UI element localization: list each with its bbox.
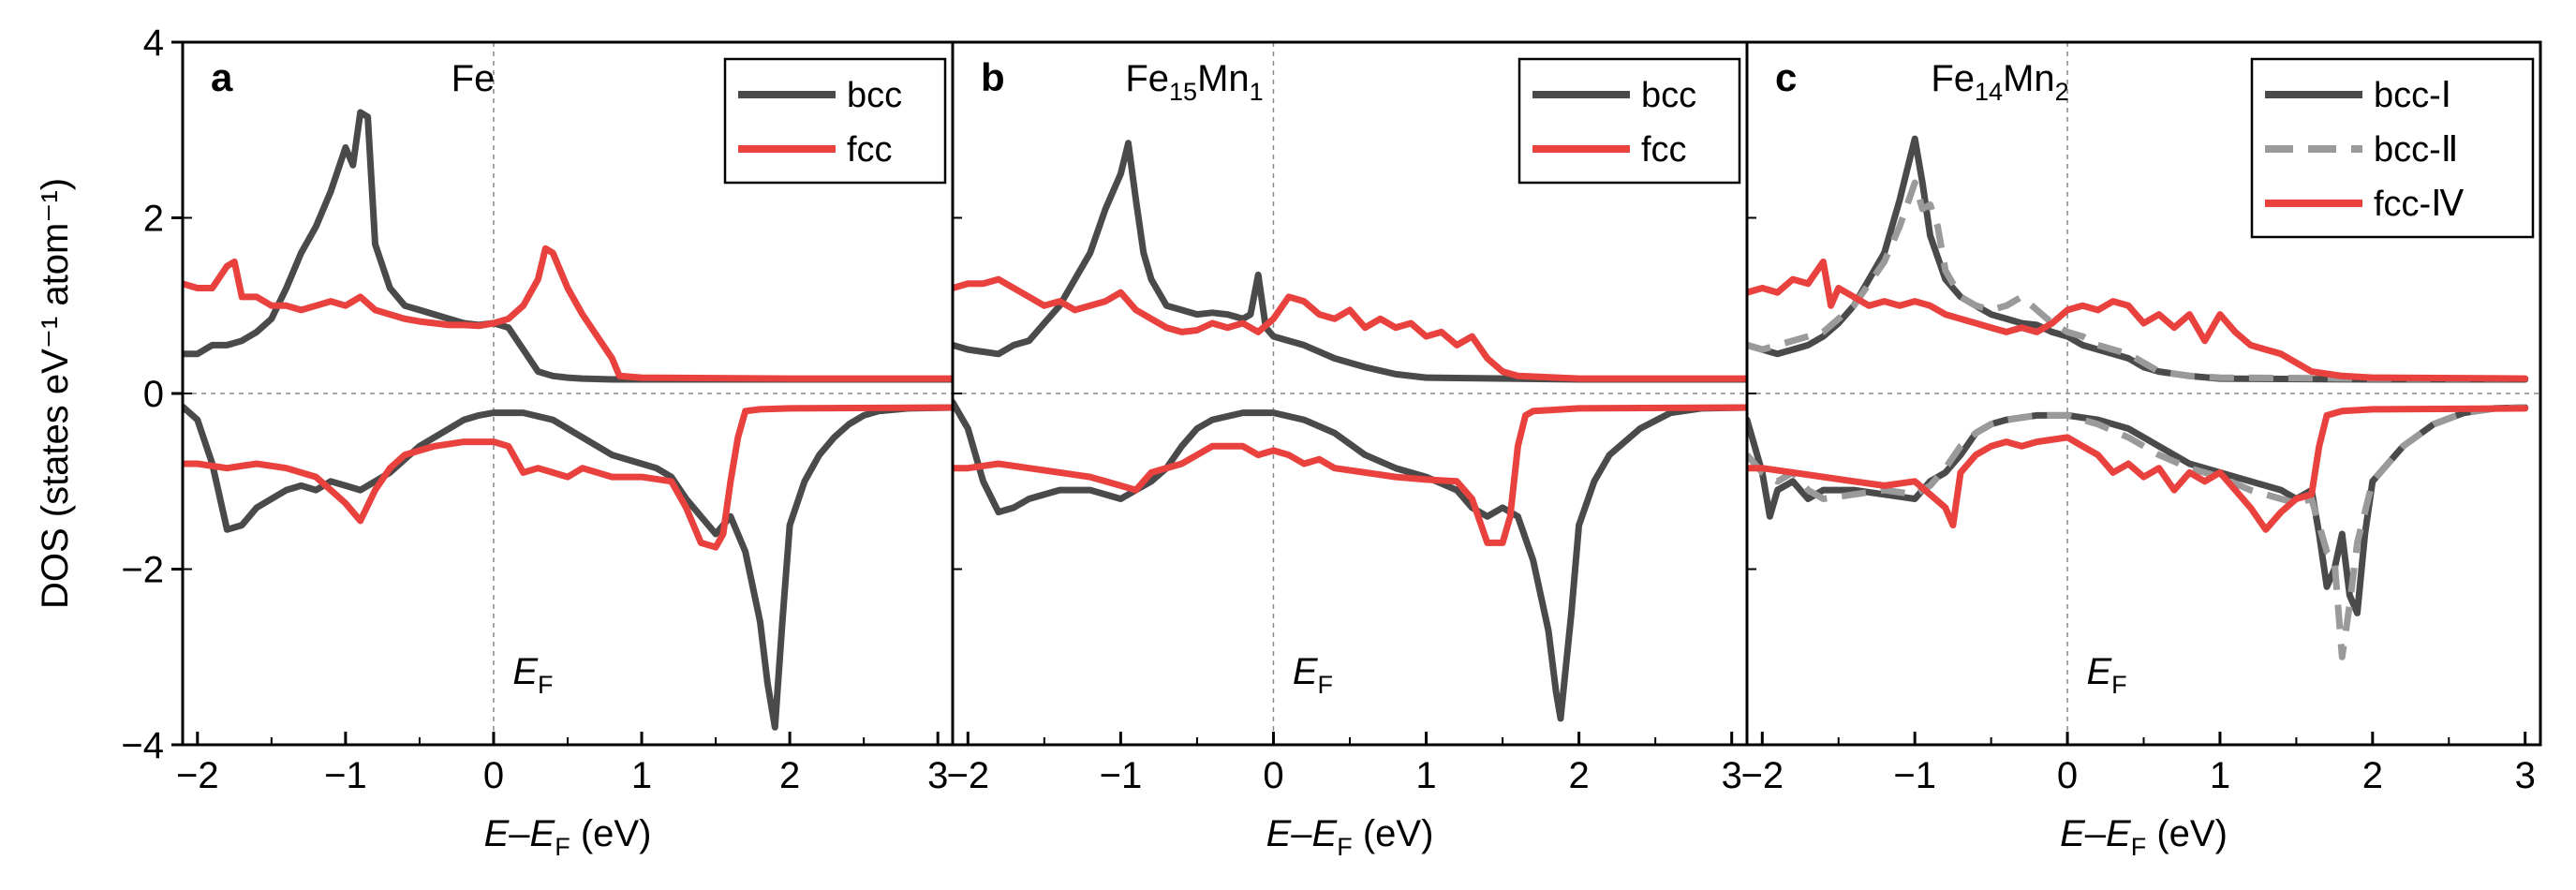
panel-letter: a [211, 55, 233, 99]
legend-box [1517, 57, 1741, 185]
series-line-fcc-down [953, 404, 1747, 546]
x-tick-label: 2 [1568, 755, 1589, 796]
series-line-bcc-down [183, 403, 953, 731]
x-tick-label: 0 [2057, 755, 2078, 796]
x-tick-label: −2 [947, 755, 990, 796]
series-line-fcc-down [183, 404, 953, 551]
series-line-bcc-up [953, 140, 1747, 383]
x-tick-label: 3 [927, 755, 948, 796]
x-tick-label: 2 [779, 755, 800, 796]
panel-b: −2 −1 0 1 2 3 E–EF (eV) b Fe15Mn1 EF bcc fcc [947, 40, 1749, 861]
x-tick-label: −1 [1893, 755, 1936, 796]
series-group [1747, 135, 2529, 660]
panel-a: −2 −1 0 1 2 3 E–EF (eV) a Fe EF bcc fcc [176, 40, 955, 861]
y-tick-label: −2 [121, 550, 164, 591]
legend-box [723, 57, 947, 185]
series-line-fcc-up [183, 245, 953, 382]
series-line-fcc-Ⅳ-up [1747, 258, 2529, 382]
x-tick-label: 0 [1263, 755, 1283, 796]
legend-label: bcc-Ⅱ [2374, 130, 2459, 170]
panel-title: Fe15Mn1 [1125, 58, 1263, 106]
fermi-level-label: EF [1293, 651, 1333, 699]
x-tick-label: −1 [1100, 755, 1143, 796]
legend: bcc fcc [1517, 57, 1741, 185]
legend-label: fcc-Ⅳ [2374, 185, 2464, 224]
fermi-level-label: EF [512, 651, 553, 699]
series-line-fcc-Ⅳ-down [1747, 405, 2529, 533]
panel-letter: b [981, 55, 1005, 99]
legend-label: fcc [1641, 130, 1687, 170]
y-tick-label: 0 [143, 374, 164, 415]
x-tick-label: 1 [2210, 755, 2230, 796]
legend: bcc fcc [723, 57, 947, 185]
x-tick-label: 3 [2515, 755, 2536, 796]
x-tick-label: −1 [324, 755, 367, 796]
series-line-fcc-up [953, 275, 1747, 382]
panel-title: Fe14Mn2 [1931, 58, 2068, 106]
series-group [183, 109, 953, 731]
x-tick-label: −2 [176, 755, 219, 796]
x-tick-label: 2 [2362, 755, 2383, 796]
y-tick-label: 4 [143, 22, 164, 64]
legend-label: fcc [847, 130, 893, 170]
legend-label: bcc [847, 76, 902, 115]
panel-letter: c [1775, 55, 1797, 99]
legend-label: bcc [1641, 76, 1696, 115]
x-tick-label: −2 [1740, 755, 1784, 796]
panel-title: Fe [452, 58, 496, 99]
series-line-bcc-Ⅰ-down [1747, 404, 2529, 616]
fermi-level-label: EF [2086, 651, 2126, 699]
series-line-bcc-down [953, 398, 1747, 722]
y-tick-label: −4 [121, 725, 164, 766]
x-tick-label: 0 [483, 755, 504, 796]
x-tick-label: 1 [1415, 755, 1436, 796]
legend-label: bcc-Ⅰ [2374, 76, 2451, 115]
x-axis-label: E–EF (eV) [484, 813, 652, 861]
panel-c: −2 −1 0 1 2 3 E–EF (eV) c Fe14Mn2 EF bcc-Ⅰ bcc-Ⅱ fcc… [1740, 40, 2542, 861]
series-line-bcc-Ⅱ-down [1747, 404, 2525, 660]
series-line-bcc-up [183, 109, 953, 383]
y-tick-label: 2 [143, 199, 164, 240]
x-tick-label: 3 [1722, 755, 1742, 796]
series-group [953, 140, 1747, 722]
legend: bcc-Ⅰ bcc-Ⅱ fcc-Ⅳ [2250, 57, 2535, 239]
legend-box [2250, 57, 2535, 239]
x-axis-label: E–EF (eV) [2060, 813, 2228, 861]
y-axis-label: DOS (states eV⁻¹ atom⁻¹) [35, 178, 76, 609]
series-line-bcc-Ⅱ-up [1747, 179, 2525, 382]
x-tick-label: 1 [631, 755, 652, 796]
x-axis-label: E–EF (eV) [1266, 813, 1434, 861]
